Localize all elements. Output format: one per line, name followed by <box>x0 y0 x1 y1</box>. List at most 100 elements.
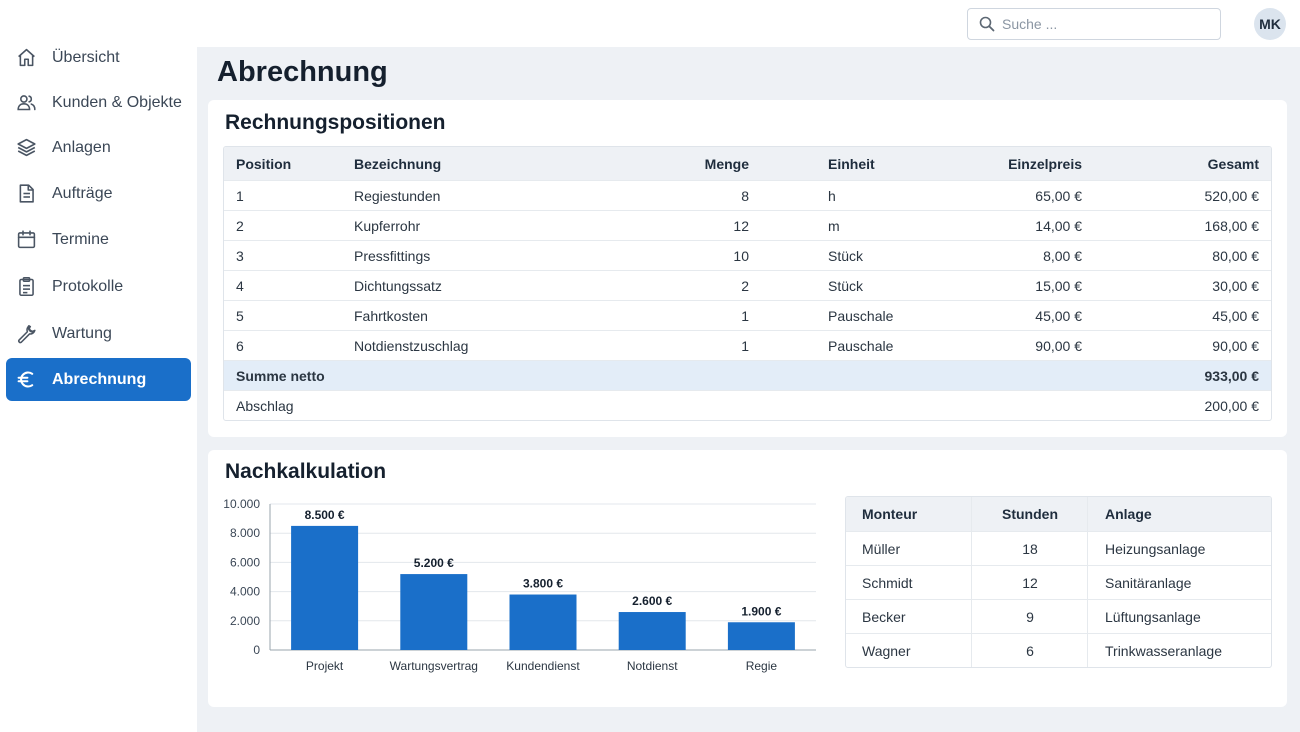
bar <box>400 574 468 650</box>
avatar[interactable]: MK <box>1254 8 1286 40</box>
cell-menge: 10 <box>733 247 749 264</box>
table-row[interactable]: 2 Kupferrohr 12 m 14,00 € 168,00 € <box>224 210 1271 240</box>
sidebar-item-label: Protokolle <box>52 277 124 295</box>
abschlag-row: Abschlag 200,00 € <box>224 390 1271 420</box>
cell-gesamt: 520,00 € <box>1204 187 1260 204</box>
table-header: Position Bezeichnung Menge Einheit Einze… <box>224 147 1271 180</box>
layers-icon <box>17 138 36 157</box>
cell-anlage: Heizungsanlage <box>1105 540 1206 557</box>
search-input[interactable] <box>1002 16 1202 32</box>
sidebar-item-label: Kunden & Objekte <box>52 93 182 111</box>
column-header-menge[interactable]: Menge <box>704 155 749 172</box>
column-header-gesamt[interactable]: Gesamt <box>1207 155 1259 172</box>
cell-position: 4 <box>236 277 244 294</box>
cell-einzelpreis: 14,00 € <box>1035 217 1082 234</box>
cell-stunden: 9 <box>1026 608 1034 625</box>
invoice-table: Position Bezeichnung Menge Einheit Einze… <box>223 146 1272 421</box>
abschlag-value: 200,00 € <box>1204 397 1260 414</box>
cell-gesamt: 168,00 € <box>1204 217 1260 234</box>
sidebar-item-wartung[interactable]: Wartung <box>6 312 191 355</box>
sum-row: Summe netto 933,00 € <box>224 360 1271 390</box>
euro-icon <box>17 371 34 388</box>
cell-einheit: Stück <box>828 277 864 294</box>
cell-bezeichnung: Fahrtkosten <box>354 307 428 324</box>
sidebar-item-termine[interactable]: Termine <box>6 218 191 261</box>
sum-label: Summe netto <box>236 367 325 384</box>
table-row[interactable]: Müller 18 Heizungsanlage <box>846 531 1271 565</box>
search-box[interactable] <box>967 8 1221 40</box>
column-header-stunden[interactable]: Stunden <box>1002 506 1058 522</box>
sum-value: 933,00 € <box>1204 367 1260 384</box>
cell-anlage: Trinkwasseranlage <box>1105 642 1222 659</box>
cell-monteur: Müller <box>862 540 901 557</box>
cell-position: 3 <box>236 247 244 264</box>
cell-position: 6 <box>236 337 244 354</box>
cell-bezeichnung: Kupferrohr <box>354 217 421 234</box>
data-label: 8.500 € <box>305 508 345 522</box>
wrench-icon <box>18 324 36 344</box>
column-header-bezeichnung[interactable]: Bezeichnung <box>354 155 442 172</box>
bar <box>291 525 359 650</box>
table-row[interactable]: 1 Regiestunden 8 h 65,00 € 520,00 € <box>224 180 1271 210</box>
document-icon <box>19 184 34 203</box>
cell-position: 2 <box>236 217 244 234</box>
y-tick-label: 8.000 <box>230 526 260 540</box>
cell-menge: 1 <box>741 307 749 324</box>
data-label: 1.900 € <box>741 604 781 618</box>
table-row[interactable]: 6 Notdienstzuschlag 1 Pauschale 90,00 € 90,00… <box>224 330 1271 360</box>
cell-stunden: 12 <box>1022 574 1038 591</box>
revenue-bar-chart: 0 2.000 4.000 6.000 8.000 10.000 8.500 € Projek… <box>223 497 816 673</box>
home-icon <box>18 48 35 67</box>
invoice-title: Rechnungspositionen <box>225 111 446 134</box>
sidebar-item-kunden[interactable]: Kunden & Objekte <box>6 81 191 124</box>
y-tick-label: 0 <box>253 643 260 657</box>
table-row[interactable]: Becker 9 Lüftungsanlage <box>846 599 1271 633</box>
cell-stunden: 6 <box>1026 642 1034 659</box>
sidebar-item-auftraege[interactable]: Aufträge <box>6 172 191 215</box>
sidebar-item-abrechnung[interactable]: Abrechnung <box>6 358 191 401</box>
bar <box>727 622 795 650</box>
sidebar-item-label: Abrechnung <box>52 370 147 388</box>
cell-position: 1 <box>236 187 244 204</box>
cell-menge: 8 <box>741 187 749 204</box>
y-tick-label: 2.000 <box>230 614 260 628</box>
table-row[interactable]: 3 Pressfittings 10 Stück 8,00 € 80,00 € <box>224 240 1271 270</box>
table-row[interactable]: Wagner 6 Trinkwasseranlage <box>846 633 1271 667</box>
y-tick-label: 4.000 <box>230 585 260 599</box>
data-label: 3.800 € <box>523 577 563 591</box>
sidebar-item-anlagen[interactable]: Anlagen <box>6 126 191 169</box>
sidebar-item-label: Aufträge <box>52 184 113 202</box>
table-row[interactable]: 5 Fahrtkosten 1 Pauschale 45,00 € 45,00 € <box>224 300 1271 330</box>
x-tick-label: Regie <box>746 659 778 673</box>
column-header-monteur[interactable]: Monteur <box>862 506 918 522</box>
calendar-icon <box>17 230 36 249</box>
nachkalkulation-card: Nachkalkulation 0 2.000 4.000 6.000 8.000 10.… <box>208 450 1287 707</box>
data-label: 2.600 € <box>632 594 672 608</box>
nachkalkulation-title: Nachkalkulation <box>225 460 387 483</box>
table-row[interactable]: Schmidt 12 Sanitäranlage <box>846 565 1271 599</box>
column-header-einzelpreis[interactable]: Einzelpreis <box>1008 155 1082 172</box>
sidebar-item-label: Termine <box>52 230 109 248</box>
sidebar-item-label: Wartung <box>52 324 112 342</box>
cell-einzelpreis: 45,00 € <box>1035 307 1082 324</box>
x-tick-label: Projekt <box>306 659 344 673</box>
column-header-position[interactable]: Position <box>236 155 292 172</box>
cell-menge: 2 <box>741 277 749 294</box>
monteur-table: Monteur Stunden Anlage Müller 18 Heizungsa… <box>845 496 1272 668</box>
cell-bezeichnung: Pressfittings <box>354 247 431 264</box>
cell-gesamt: 30,00 € <box>1212 277 1259 294</box>
clipboard-icon <box>19 276 34 297</box>
cell-einheit: Pauschale <box>828 307 894 324</box>
cell-anlage: Sanitäranlage <box>1105 574 1192 591</box>
y-tick-label: 6.000 <box>230 555 260 569</box>
column-header-anlage[interactable]: Anlage <box>1105 506 1152 522</box>
column-header-einheit[interactable]: Einheit <box>828 155 875 172</box>
sidebar-item-protokolle[interactable]: Protokolle <box>6 265 191 308</box>
x-tick-label: Notdienst <box>627 659 678 673</box>
cell-position: 5 <box>236 307 244 324</box>
table-row[interactable]: 4 Dichtungssatz 2 Stück 15,00 € 30,00 € <box>224 270 1271 300</box>
users-icon <box>17 95 36 111</box>
cell-einzelpreis: 65,00 € <box>1035 187 1082 204</box>
invoice-card: Rechnungspositionen Position Bezeichnung… <box>208 100 1287 437</box>
sidebar-item-uebersicht[interactable]: Übersicht <box>6 36 191 79</box>
